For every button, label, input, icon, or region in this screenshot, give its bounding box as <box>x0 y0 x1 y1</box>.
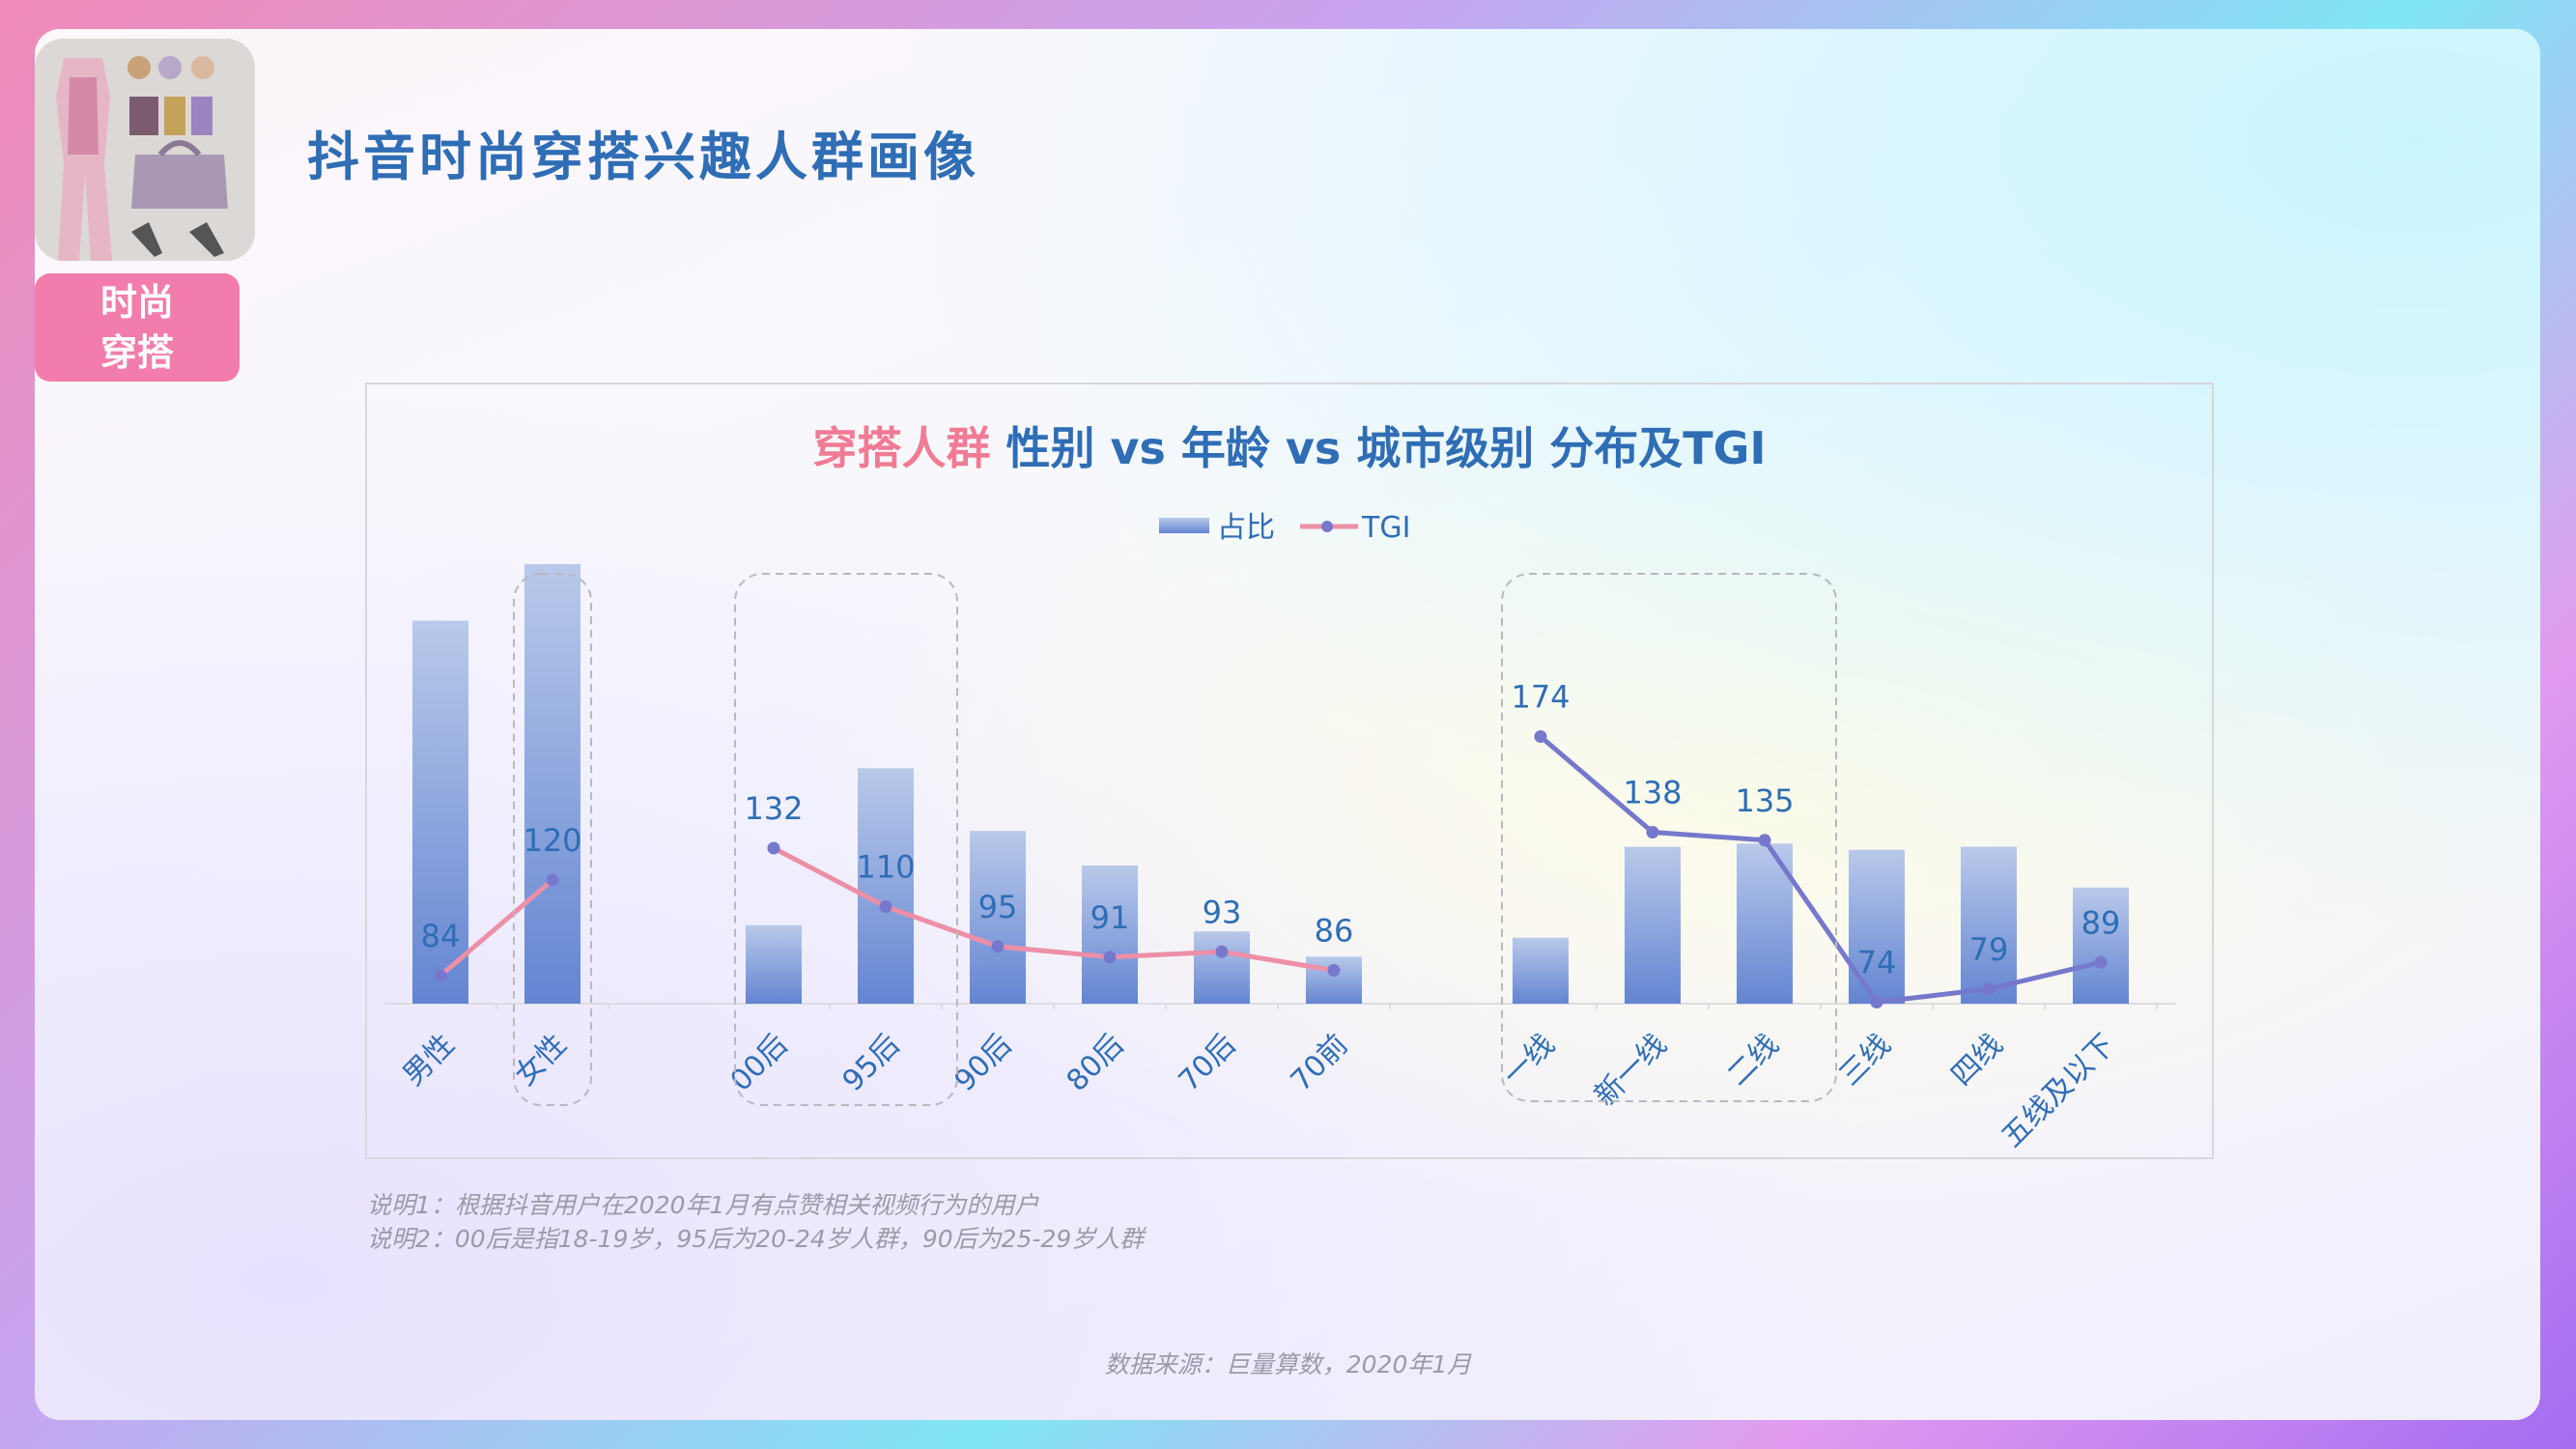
tgi-label-age-1: 110 <box>856 849 915 886</box>
tgi-point-city-5 <box>2094 955 2108 969</box>
legend-marker-tgi <box>1321 521 1333 532</box>
x-tick-label-gender-0: 男性 <box>396 1028 461 1093</box>
highlight-box-1 <box>734 573 958 1106</box>
tgi-label-city-3: 74 <box>1857 945 1897 981</box>
bar-city-5 <box>2073 887 2129 1004</box>
note-2: 说明2：00后是指18-19岁，95后为20-24岁人群，90后为25-29岁人… <box>367 1225 1145 1253</box>
tgi-label-city-2: 135 <box>1735 782 1794 819</box>
tgi-label-city-4: 79 <box>1969 931 2009 968</box>
chart-title: 穿搭人群 性别 vs 年龄 vs 城市级别 分布及TGI <box>367 413 2212 477</box>
legend-label-share: 占比 <box>1217 511 1275 545</box>
note-1: 说明1：根据抖音用户在2020年1月有点赞相关视频行为的用户 <box>367 1191 1039 1219</box>
tgi-label-city-0: 174 <box>1511 679 1570 716</box>
tgi-label-age-5: 86 <box>1315 913 1354 950</box>
tgi-line-age <box>772 845 1335 973</box>
tgi-point-age-4 <box>1215 945 1229 958</box>
tgi-point-age-0 <box>767 841 780 855</box>
highlight-box-2 <box>1501 573 1837 1102</box>
tgi-label-age-0: 132 <box>744 790 803 827</box>
notes: 说明1：根据抖音用户在2020年1月有点赞相关视频行为的用户 说明2：00后是指… <box>367 1188 1144 1256</box>
highlight-box-0 <box>513 573 592 1106</box>
tgi-point-gender-0 <box>434 969 447 982</box>
tgi-label-gender-0: 84 <box>421 918 461 954</box>
chart-title-highlight: 穿搭人群 <box>812 422 991 474</box>
tgi-line-city <box>1539 734 2102 1005</box>
fashion-collage-thumbnail <box>35 39 255 261</box>
tgi-point-city-1 <box>1646 826 1659 838</box>
tgi-label-gender-1: 120 <box>523 822 581 859</box>
bar-city-0 <box>1513 937 1569 1004</box>
bar-city-1 <box>1625 846 1681 1004</box>
bar-age-1 <box>858 768 914 1004</box>
tgi-label-age-4: 93 <box>1203 894 1242 930</box>
tgi-point-city-0 <box>1534 730 1547 743</box>
tgi-point-age-2 <box>991 940 1005 953</box>
bar-gender-0 <box>412 620 468 1004</box>
x-tick-label-age-1: 95后 <box>836 1028 907 1098</box>
tgi-label-age-3: 91 <box>1090 899 1130 936</box>
tgi-point-age-5 <box>1327 964 1341 977</box>
tgi-line-gender <box>439 878 554 978</box>
source-note: 数据来源：巨量算数，2020年1月 <box>1104 1350 1472 1378</box>
tgi-point-gender-1 <box>546 873 559 887</box>
bar-age-2 <box>970 831 1026 1004</box>
fashion-collage-icon <box>35 39 255 261</box>
badge-line-2: 穿搭 <box>99 331 174 374</box>
bar-age-4 <box>1194 931 1250 1004</box>
x-tick-label-city-2: 二线 <box>1720 1028 1785 1093</box>
bar-age-0 <box>746 924 802 1004</box>
x-tick-label-city-4: 四线 <box>1944 1028 2009 1093</box>
chart-title-rest: 性别 vs 年龄 vs 城市级别 分布及TGI <box>990 422 1767 474</box>
page-title: 抖音时尚穿搭兴趣人群画像 <box>307 127 979 187</box>
tgi-label-age-2: 95 <box>978 889 1018 925</box>
tgi-point-age-3 <box>1103 951 1117 964</box>
bar-gender-1 <box>524 564 580 1004</box>
bar-city-4 <box>1961 846 2017 1004</box>
x-tick-label-age-2: 90后 <box>948 1028 1019 1098</box>
legend-swatch-share <box>1159 518 1209 533</box>
chart-frame: 穿搭人群 性别 vs 年龄 vs 城市级别 分布及TGI 占比 TGI 男性 女性 84… <box>365 383 2214 1159</box>
badge-line-1: 时尚 <box>99 281 174 324</box>
tgi-point-city-4 <box>1982 982 1996 996</box>
tgi-point-city-2 <box>1758 834 1771 847</box>
x-tick-label-age-5: 70前 <box>1285 1028 1355 1098</box>
bar-age-3 <box>1082 866 1138 1004</box>
x-tick-label-city-5: 五线及以下 <box>1996 1028 2122 1154</box>
x-tick-label-city-3: 三线 <box>1832 1028 1897 1093</box>
x-tick-label-gender-1: 女性 <box>508 1028 573 1093</box>
tgi-point-age-1 <box>879 900 892 913</box>
x-tick-label-age-3: 80后 <box>1061 1028 1131 1098</box>
category-badge: 时尚 穿搭 <box>35 273 240 382</box>
x-tick-label-age-4: 70后 <box>1173 1028 1243 1098</box>
tgi-point-city-3 <box>1870 996 1883 1009</box>
tgi-label-city-5: 89 <box>2081 904 2121 941</box>
tgi-label-city-1: 138 <box>1623 775 1682 811</box>
legend-label-tgi: TGI <box>1361 511 1410 545</box>
x-tick-label-city-0: 一线 <box>1496 1028 1561 1093</box>
bar-age-5 <box>1306 956 1362 1004</box>
